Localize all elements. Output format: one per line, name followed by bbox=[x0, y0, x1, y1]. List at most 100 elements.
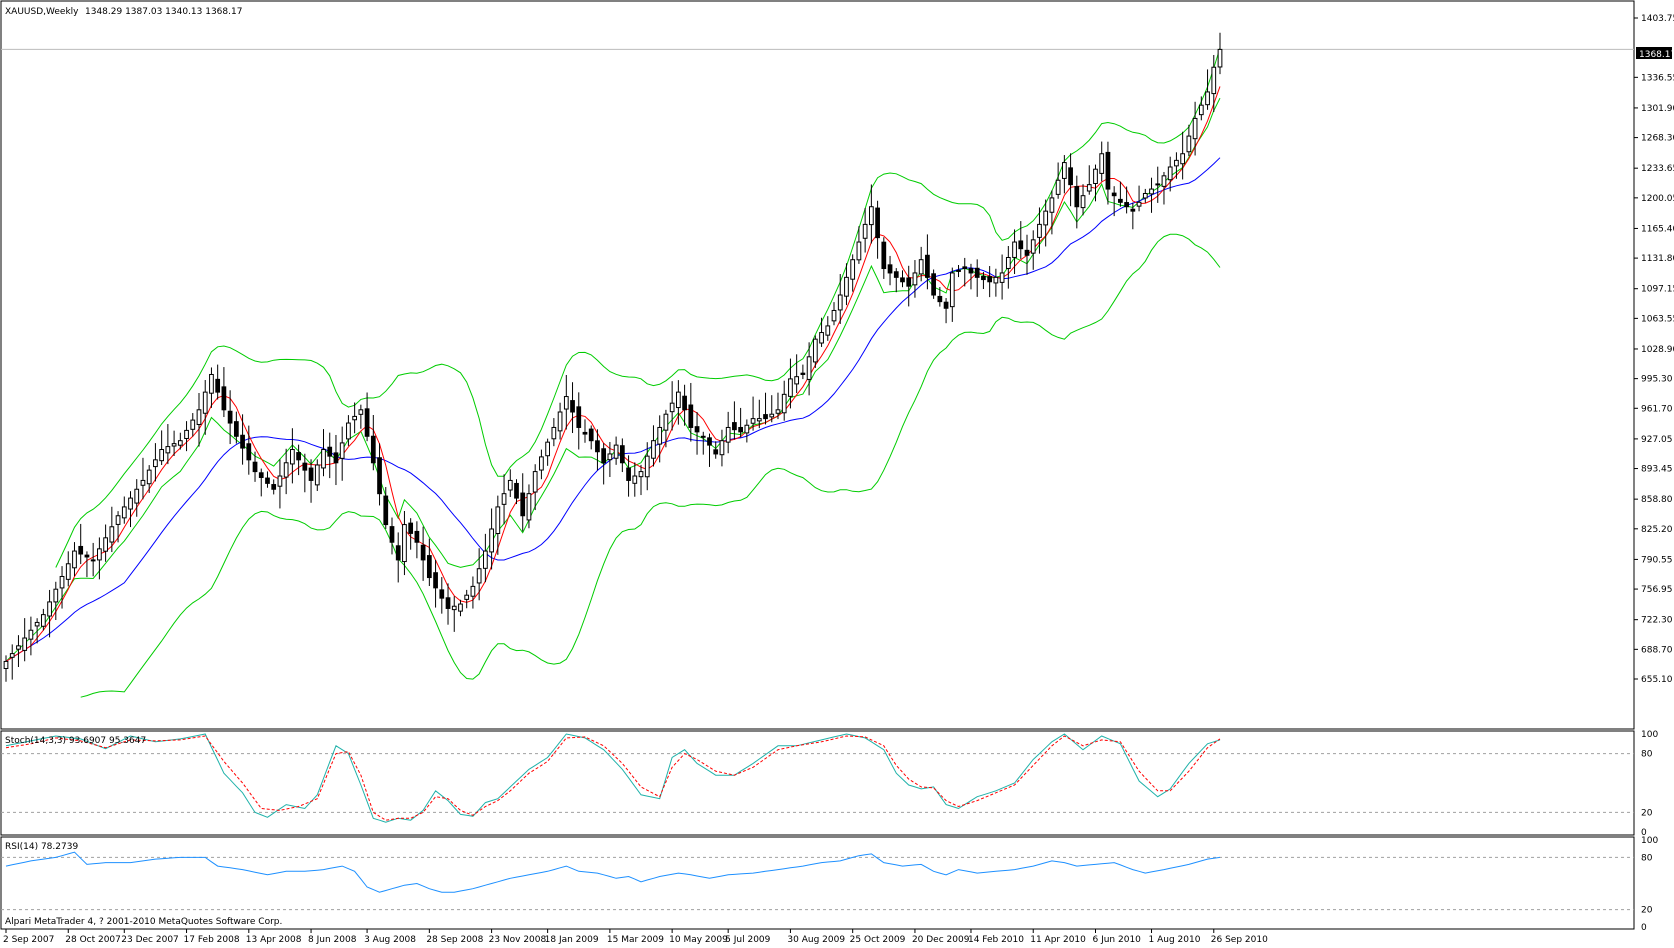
candle-body bbox=[1186, 135, 1192, 153]
candle-body bbox=[987, 276, 993, 283]
candle-body bbox=[84, 554, 90, 558]
candle-body bbox=[389, 526, 395, 543]
candle-body bbox=[638, 471, 644, 478]
candle-body bbox=[738, 426, 743, 433]
candle-body bbox=[657, 426, 663, 445]
moving-average-fast bbox=[5, 86, 1221, 662]
candle-body bbox=[333, 452, 339, 464]
candle-body bbox=[103, 537, 108, 552]
price-axis-label: 1301.90 bbox=[1641, 104, 1674, 114]
candle-body bbox=[663, 413, 669, 431]
price-axis-label: 961.70 bbox=[1641, 404, 1673, 414]
rsi-axis-label: 20 bbox=[1641, 906, 1653, 916]
candle-body bbox=[252, 461, 258, 473]
candle-body bbox=[302, 462, 308, 471]
candle-body bbox=[763, 414, 768, 420]
price-axis-label: 1403.75 bbox=[1641, 14, 1674, 24]
candle-body bbox=[1111, 192, 1117, 197]
candle-body bbox=[507, 479, 513, 491]
candle-body bbox=[1180, 153, 1186, 165]
copyright-text: Alpari MetaTrader 4, ? 2001-2010 MetaQuo… bbox=[5, 917, 282, 927]
candle-body bbox=[676, 391, 681, 409]
candle-body bbox=[115, 515, 121, 525]
stoch-header: Stoch(14,3,3) 93.6907 95.3647 bbox=[5, 736, 146, 746]
candle-body bbox=[352, 415, 358, 421]
price-axis-label: 858.80 bbox=[1641, 495, 1673, 505]
candle-body bbox=[918, 259, 924, 275]
time-axis-label: 8 Jun 2008 bbox=[308, 935, 357, 945]
candle-body bbox=[283, 462, 289, 478]
time-axis-label: 11 Apr 2010 bbox=[1030, 935, 1086, 945]
candle-body bbox=[570, 400, 575, 413]
price-axis-label: 1233.65 bbox=[1641, 164, 1674, 174]
candle-body bbox=[34, 621, 40, 627]
candle-body bbox=[227, 410, 233, 424]
price-axis-label: 688.70 bbox=[1641, 645, 1673, 655]
candle-body bbox=[619, 445, 625, 464]
candle-body bbox=[402, 524, 407, 563]
candle-body bbox=[962, 266, 968, 270]
candle-body bbox=[800, 372, 806, 375]
candle-body bbox=[682, 395, 687, 411]
candle-body bbox=[532, 471, 538, 493]
candle-body bbox=[626, 467, 631, 481]
candle-body bbox=[1086, 184, 1092, 192]
candle-body bbox=[28, 629, 34, 640]
candle-body bbox=[520, 492, 526, 517]
rsi-header: RSI(14) 78.2739 bbox=[5, 842, 78, 852]
candle-body bbox=[420, 544, 426, 561]
candle-body bbox=[177, 440, 183, 446]
time-axis-label: 5 Jul 2009 bbox=[725, 935, 770, 945]
candle-body bbox=[458, 603, 463, 612]
stoch-signal-line bbox=[5, 735, 1221, 821]
price-axis-label: 995.30 bbox=[1641, 375, 1673, 385]
candle-body bbox=[501, 493, 507, 505]
time-axis-label: 28 Oct 2007 bbox=[65, 935, 121, 945]
candle-body bbox=[974, 267, 980, 278]
candle-body bbox=[1093, 168, 1098, 184]
candle-body bbox=[495, 506, 501, 534]
candle-body bbox=[900, 277, 905, 283]
bollinger-upper-line bbox=[55, 47, 1221, 568]
candle-body bbox=[321, 449, 326, 469]
candle-body bbox=[931, 273, 936, 296]
candle-body bbox=[644, 455, 650, 478]
stoch-axis-label: 100 bbox=[1641, 730, 1658, 740]
candle-body bbox=[1018, 240, 1024, 250]
candle-body bbox=[868, 206, 874, 226]
candle-body bbox=[408, 522, 414, 534]
price-axis-label: 1200.05 bbox=[1641, 194, 1674, 204]
candle-body bbox=[576, 406, 582, 428]
candle-body bbox=[875, 207, 880, 239]
candle-body bbox=[395, 545, 401, 561]
candle-body bbox=[557, 411, 563, 432]
candle-body bbox=[153, 459, 158, 468]
candle-body bbox=[433, 572, 438, 589]
time-axis-label: 1 Aug 2010 bbox=[1149, 935, 1201, 945]
bollinger-middle-line bbox=[5, 97, 1221, 662]
candle-body bbox=[1080, 195, 1086, 209]
candle-body bbox=[146, 469, 152, 485]
candle-body bbox=[825, 325, 831, 336]
time-axis-label: 20 Dec 2009 bbox=[912, 935, 970, 945]
candle-body bbox=[451, 605, 457, 611]
candle-body bbox=[925, 254, 930, 278]
candle-body bbox=[1149, 188, 1154, 195]
candle-body bbox=[725, 426, 731, 443]
moving-average-slow bbox=[5, 157, 1221, 662]
candle-body bbox=[426, 555, 432, 579]
stoch-axis-label: 0 bbox=[1641, 828, 1647, 838]
candle-body bbox=[632, 475, 638, 484]
candle-body bbox=[551, 426, 557, 440]
candle-body bbox=[209, 373, 214, 394]
candle-body bbox=[464, 594, 470, 600]
rsi-axis-label: 0 bbox=[1641, 923, 1647, 933]
candle-body bbox=[1155, 183, 1161, 186]
candle-body bbox=[831, 309, 837, 322]
candle-body bbox=[3, 660, 9, 669]
candle-body bbox=[601, 448, 607, 464]
candle-body bbox=[781, 393, 787, 414]
candle-body bbox=[308, 467, 314, 481]
candle-body bbox=[190, 419, 196, 430]
time-axis-label: 23 Dec 2007 bbox=[121, 935, 178, 945]
